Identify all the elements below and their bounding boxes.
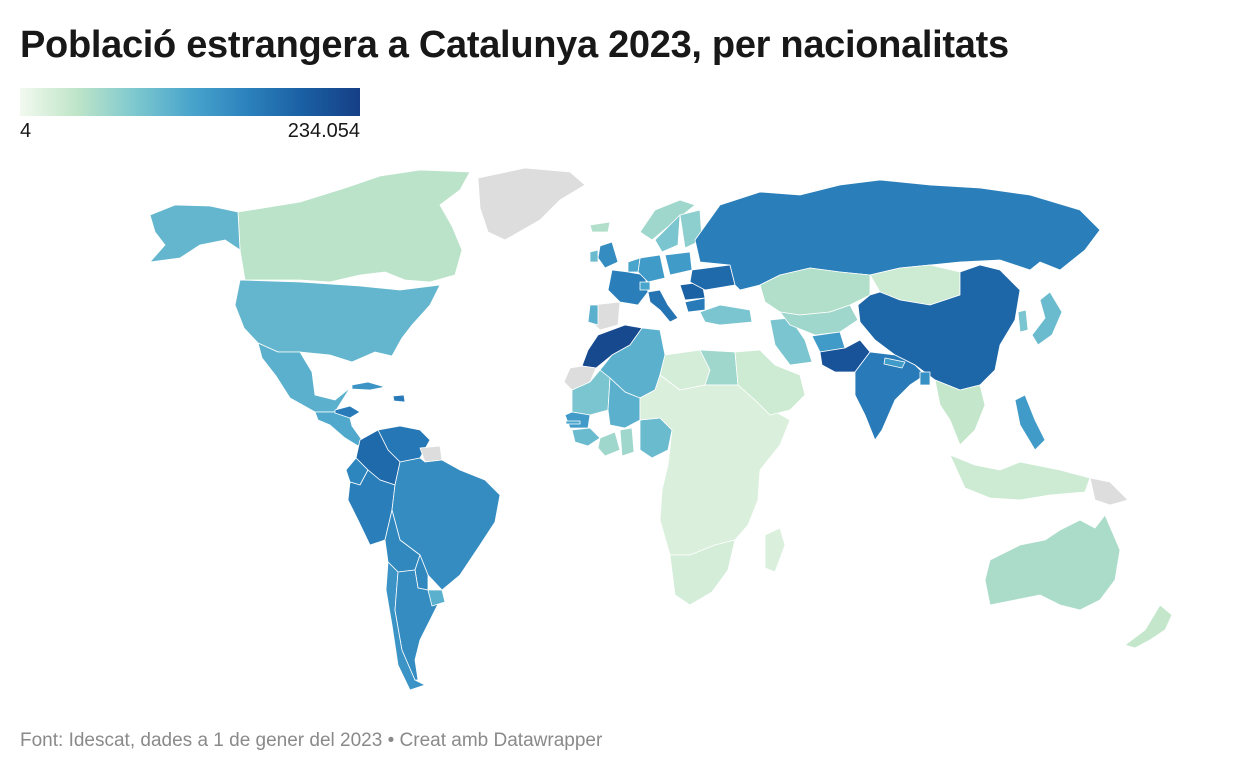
region-39[interactable]: França	[607, 269, 649, 306]
region-42[interactable]: Itàlia	[647, 289, 679, 323]
region-38[interactable]: Portugal	[587, 304, 599, 326]
region-57[interactable]: Xina	[857, 264, 1021, 391]
region-18[interactable]: Argentina	[394, 569, 441, 681]
region-70[interactable]: Filipines	[1014, 394, 1046, 451]
region-58[interactable]: Turquia	[699, 304, 753, 326]
region-68[interactable]: Japó	[1031, 291, 1063, 346]
region-1[interactable]: Alaska	[149, 204, 241, 263]
region-2[interactable]: Groenlàndia	[477, 167, 586, 241]
region-64[interactable]: Nepal	[883, 357, 906, 369]
region-25[interactable]: Senegal	[564, 411, 591, 429]
region-60[interactable]: Àsia Central	[779, 304, 859, 336]
region-45[interactable]: Suïssa	[639, 281, 651, 291]
region-67[interactable]: Sud-est asiàtic	[934, 379, 986, 446]
region-71[interactable]: Indonèsia	[949, 454, 1091, 501]
region-4[interactable]: Mèxic	[257, 342, 351, 413]
region-28[interactable]: Costa d'Ivori	[597, 431, 621, 457]
region-55[interactable]: Kazakhstan	[759, 267, 871, 316]
region-54[interactable]: Rússia	[694, 179, 1101, 291]
region-36[interactable]: Madagascar	[764, 527, 786, 573]
region-19[interactable]: Uruguai	[427, 589, 446, 607]
region-74[interactable]: Nova Zelanda	[1124, 604, 1173, 649]
region-8[interactable]: República Dominicana	[392, 394, 406, 403]
region-65[interactable]: Bangladesh	[919, 371, 931, 386]
region-5[interactable]: Amèrica Central	[314, 411, 363, 447]
region-72[interactable]: Papua Nova Guinea	[1089, 477, 1129, 506]
region-50[interactable]: Noruega	[639, 199, 696, 241]
region-63[interactable]: Índia	[854, 351, 926, 441]
region-29[interactable]: Ghana	[619, 427, 635, 457]
region-48[interactable]: Ucraïna	[689, 264, 736, 291]
region-35[interactable]: Àfrica austral	[669, 539, 736, 606]
chart-title: Població estrangera a Catalunya 2023, pe…	[20, 24, 1009, 66]
source-note: Font: Idescat, dades a 1 de gener del 20…	[20, 730, 603, 751]
region-46[interactable]: Polònia	[664, 251, 693, 276]
region-11[interactable]: Guaiana	[419, 445, 443, 463]
region-34[interactable]: Àfrica central i oriental	[639, 374, 791, 556]
legend-min-label: 4	[20, 120, 32, 142]
region-26[interactable]: Gàmbia	[565, 420, 581, 425]
region-41[interactable]: Irlanda	[589, 249, 599, 263]
region-44[interactable]: Bèlgica i Països Baixos	[627, 257, 641, 273]
legend-gradient-bar	[20, 88, 360, 116]
region-6[interactable]: Hondures	[334, 405, 361, 419]
region-66[interactable]: Península Aràbiga	[734, 349, 806, 416]
legend-max-label: 234.054	[287, 120, 360, 142]
region-27[interactable]: Guinea	[571, 427, 601, 447]
region-3[interactable]: Estats Units	[234, 279, 441, 363]
region-53[interactable]: Islàndia	[589, 221, 611, 233]
region-69[interactable]: Corea	[1017, 309, 1029, 333]
region-40[interactable]: Regne Unit	[597, 241, 619, 269]
region-0[interactable]: Canadà	[237, 169, 471, 283]
color-legend: 4 234.054	[20, 88, 360, 144]
region-7[interactable]: Cuba	[351, 381, 386, 391]
world-choropleth-map: CanadàAlaska Groenlàndia Estats UnitsMèxic…	[149, 167, 1173, 691]
region-51[interactable]: Suècia	[654, 214, 681, 253]
region-73[interactable]: Austràlia	[984, 514, 1121, 611]
